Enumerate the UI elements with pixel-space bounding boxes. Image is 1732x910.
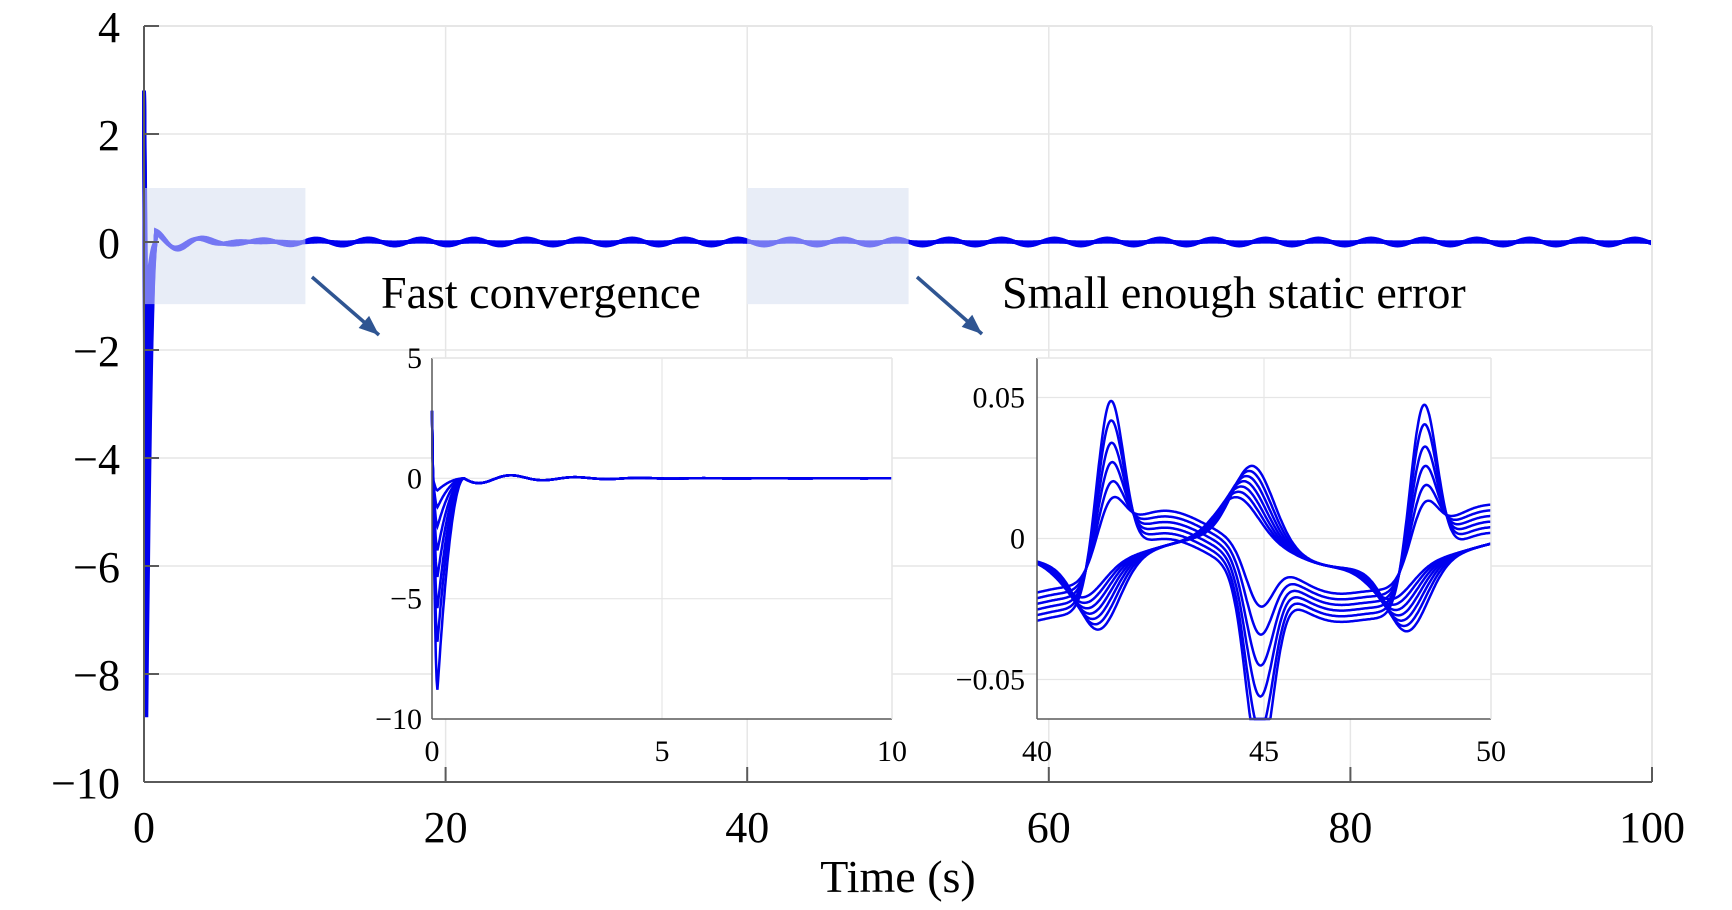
x-tick-label: 0 bbox=[133, 803, 155, 852]
y-tick-label: 4 bbox=[98, 3, 120, 52]
x-tick-label: 80 bbox=[1328, 803, 1372, 852]
inset-series-line bbox=[1036, 480, 1492, 617]
inset-fast-convergence: 0 5 10 5 0 −5 −10 bbox=[375, 342, 907, 768]
y-tick-label: −2 bbox=[73, 327, 120, 376]
y-tick-label: −4 bbox=[73, 435, 120, 484]
inset-series-line bbox=[1036, 460, 1491, 667]
inset-series-line bbox=[1036, 490, 1492, 606]
y-tick-label: 2 bbox=[98, 111, 120, 160]
y-tick-label: 0 bbox=[98, 219, 120, 268]
inset-series-line bbox=[430, 410, 892, 690]
inset-y-tick-label: 0.05 bbox=[973, 381, 1026, 414]
inset-series-line bbox=[1036, 464, 1492, 633]
inset-series-line bbox=[1036, 479, 1491, 636]
inset-series-line bbox=[1036, 469, 1492, 628]
main-series bbox=[142, 90, 1653, 718]
annotation-arrows bbox=[310, 275, 984, 337]
arrow-head bbox=[961, 314, 982, 334]
x-tick-label: 100 bbox=[1619, 803, 1685, 852]
inset-series-line bbox=[1036, 485, 1492, 612]
inset-y-tick-label: −0.05 bbox=[956, 664, 1025, 697]
annotation-fast-convergence: Fast convergence bbox=[381, 267, 701, 318]
y-tick-label: −6 bbox=[73, 543, 120, 592]
highlight-overlay bbox=[747, 188, 909, 305]
highlight-overlay bbox=[144, 188, 306, 305]
main-axes bbox=[143, 25, 1653, 783]
inset-y-tick-label: −5 bbox=[390, 583, 422, 616]
inset-x-tick-label: 40 bbox=[1022, 735, 1052, 768]
y-tick-label: −10 bbox=[51, 759, 120, 808]
inset-series-line bbox=[1036, 495, 1492, 601]
x-axis-label: Time (s) bbox=[820, 851, 976, 902]
inset-x-tick-label: 45 bbox=[1249, 735, 1279, 768]
inset-y-tick-label: 5 bbox=[407, 342, 422, 375]
inset-x-tick-label: 50 bbox=[1476, 735, 1506, 768]
inset-y-tick-label: −10 bbox=[375, 703, 422, 736]
inset-y-tick-label: 0 bbox=[407, 462, 422, 495]
inset-static-error: 40 45 50 0.05 0 −0.05 bbox=[956, 357, 1506, 768]
inset-x-tick-label: 5 bbox=[655, 735, 670, 768]
inset-series-line bbox=[1036, 474, 1492, 622]
annotation-static-error: Small enough static error bbox=[1002, 267, 1466, 318]
inset-series-line bbox=[1036, 441, 1492, 698]
arrow-head bbox=[358, 315, 379, 335]
inset-series-line bbox=[1036, 495, 1492, 608]
x-tick-label: 60 bbox=[1027, 803, 1071, 852]
inset-x-tick-label: 0 bbox=[425, 735, 440, 768]
inset-x-tick-label: 10 bbox=[877, 735, 907, 768]
x-tick-label: 40 bbox=[725, 803, 769, 852]
y-tick-label: −8 bbox=[73, 651, 120, 700]
inset-y-tick-label: 0 bbox=[1010, 523, 1025, 556]
x-tick-label: 20 bbox=[424, 803, 468, 852]
